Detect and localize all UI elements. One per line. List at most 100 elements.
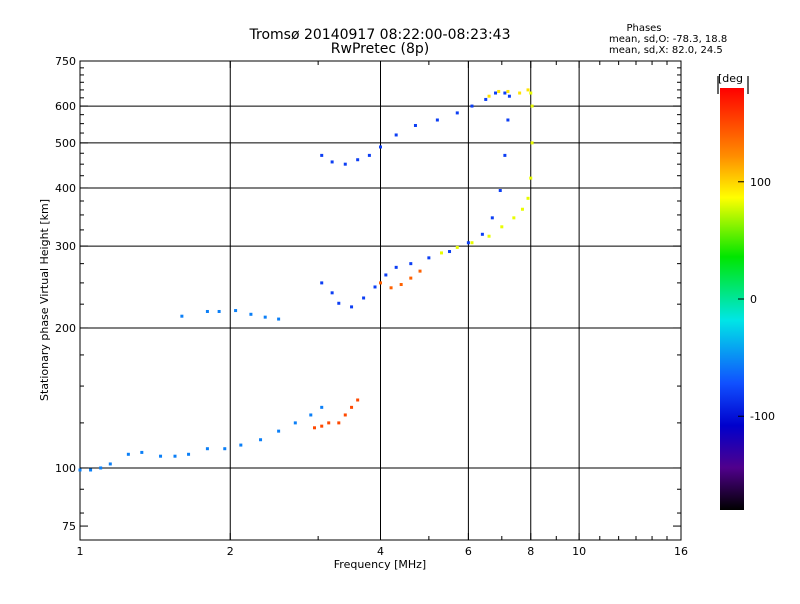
- data-point: [126, 452, 130, 456]
- data-point: [529, 91, 533, 95]
- data-point: [367, 153, 371, 157]
- data-point: [503, 153, 507, 157]
- data-point: [173, 454, 177, 458]
- data-point: [356, 158, 360, 162]
- data-point: [526, 196, 530, 200]
- data-point: [277, 317, 281, 321]
- data-point: [394, 265, 398, 269]
- y-tick-label: 400: [55, 182, 76, 195]
- data-point: [389, 286, 393, 290]
- data-point: [277, 429, 281, 433]
- data-point: [518, 91, 522, 95]
- phase-stats-heading: Phases: [626, 23, 661, 34]
- data-point: [490, 216, 494, 220]
- data-point: [487, 234, 491, 238]
- data-point: [239, 443, 243, 447]
- data-point: [530, 141, 534, 145]
- data-point: [470, 241, 474, 245]
- data-point: [293, 421, 297, 425]
- data-point: [223, 447, 227, 451]
- data-point: [455, 245, 459, 249]
- data-point: [526, 88, 530, 92]
- data-point: [343, 162, 347, 166]
- data-point: [427, 256, 431, 260]
- data-point: [529, 176, 533, 180]
- y-tick-labels: 75 100 200 300 400 500 600 750: [55, 55, 76, 533]
- y-tick-label: 600: [55, 100, 76, 113]
- x-tick-label: 2: [227, 545, 234, 558]
- x-tick-label: 16: [674, 545, 688, 558]
- data-point: [350, 405, 354, 409]
- data-point: [309, 413, 313, 417]
- data-point: [494, 91, 498, 95]
- data-point: [327, 421, 331, 425]
- data-point: [440, 251, 444, 255]
- chart-title: Tromsø 20140917 08:22:00-08:23:43: [249, 27, 511, 43]
- phase-stats-x: mean, sd,X: 82.0, 24.5: [609, 45, 723, 56]
- y-tick-label: 500: [55, 137, 76, 150]
- y-tick-label: 750: [55, 55, 76, 68]
- data-point: [263, 315, 267, 319]
- y-tick-label: 300: [55, 240, 76, 253]
- data-point: [78, 468, 82, 472]
- y-tick-label: 200: [55, 322, 76, 335]
- data-point: [249, 312, 253, 316]
- data-point: [187, 452, 191, 456]
- data-point: [470, 104, 474, 108]
- y-tick-label: 100: [55, 462, 76, 475]
- data-point: [448, 250, 452, 254]
- x-tick-label: 8: [527, 545, 534, 558]
- y-axis-label: Stationary phase Virtual Height [km]: [38, 199, 51, 401]
- data-point: [484, 97, 488, 101]
- x-tick-label: 4: [377, 545, 384, 558]
- data-point: [409, 276, 413, 280]
- data-point: [356, 398, 360, 402]
- axis-ticks: [79, 60, 682, 540]
- grid-lines: [80, 61, 681, 540]
- data-point: [413, 123, 417, 127]
- data-point: [500, 225, 504, 229]
- data-point: [205, 447, 209, 451]
- data-point: [498, 189, 502, 193]
- data-point: [330, 291, 334, 295]
- data-point: [373, 285, 377, 289]
- data-point: [180, 314, 184, 318]
- data-point: [343, 413, 347, 417]
- data-point: [108, 462, 112, 466]
- data-point: [312, 426, 316, 430]
- x-tick-label: 10: [572, 545, 586, 558]
- data-point: [512, 216, 516, 220]
- data-point: [320, 281, 324, 285]
- x-tick-label: 6: [465, 545, 472, 558]
- data-point: [399, 283, 403, 287]
- data-point: [418, 269, 422, 273]
- data-point: [320, 153, 324, 157]
- chart-subtitle: RwPretec (8p): [331, 41, 429, 57]
- data-point: [337, 301, 341, 305]
- data-point: [159, 454, 163, 458]
- data-point: [320, 424, 324, 428]
- phase-stats-o: mean, sd,O: -78.3, 18.8: [609, 34, 727, 45]
- data-point: [320, 405, 324, 409]
- data-points: [78, 88, 534, 472]
- data-point: [506, 118, 510, 122]
- data-point: [379, 145, 382, 149]
- data-point: [506, 89, 510, 93]
- data-point: [330, 160, 334, 164]
- data-point: [507, 94, 511, 98]
- data-point: [337, 421, 341, 425]
- colorbar-ticks: 100 0 -100: [738, 176, 775, 423]
- data-point: [99, 466, 103, 470]
- data-point: [455, 111, 459, 115]
- data-point: [409, 262, 413, 266]
- y-tick-label: 75: [62, 520, 76, 533]
- data-point: [350, 305, 354, 309]
- data-point: [384, 273, 388, 277]
- data-point: [466, 241, 470, 245]
- data-point: [234, 309, 238, 313]
- data-point: [205, 309, 209, 313]
- colorbar-tick-label: 100: [750, 176, 771, 189]
- x-tick-label: 1: [77, 545, 84, 558]
- data-point: [487, 94, 491, 98]
